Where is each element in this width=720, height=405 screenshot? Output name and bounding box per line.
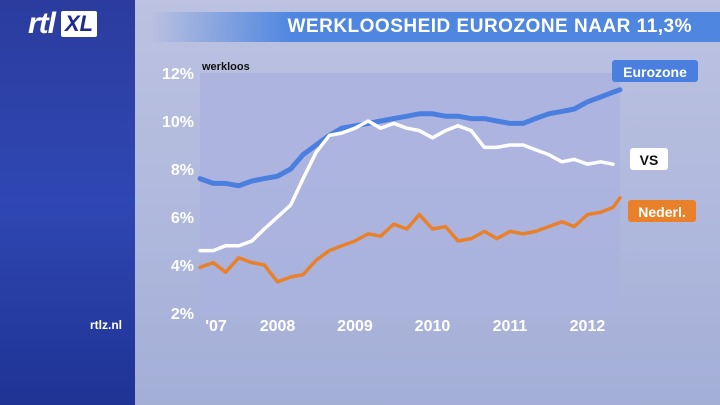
series-label-tag [628, 200, 696, 222]
series-line [197, 87, 623, 189]
source-label: rtlz.nl [90, 318, 122, 332]
logo-xl-text: XL [61, 11, 98, 37]
x-tick-label: 2012 [570, 318, 606, 335]
y-tick-label: 12% [162, 66, 194, 83]
x-tick-label: '07 [205, 318, 227, 335]
x-tick-label: 2011 [493, 318, 528, 335]
y-tick-label: 4% [171, 258, 194, 275]
series-label-text: Eurozone [623, 64, 687, 80]
rtlxl-logo: rtl XL [28, 6, 138, 42]
series-label-text: VS [640, 152, 659, 168]
series-line [198, 196, 622, 284]
x-tick-label: 2010 [415, 318, 451, 335]
plot-area [200, 73, 620, 313]
logo-rtl-text: rtl [28, 7, 56, 40]
headline-bar [150, 12, 720, 42]
series-label-tag [630, 148, 668, 170]
x-tick-label: 2008 [260, 318, 296, 335]
series-label-text: Nederl. [638, 204, 685, 220]
x-tick-label: 2009 [337, 318, 373, 335]
y-axis-label: werkloos [201, 61, 250, 73]
y-tick-label: 6% [171, 210, 194, 227]
y-tick-label: 10% [162, 114, 194, 131]
series-label-tag [612, 60, 698, 82]
headline: WERKLOOSHEID EUROZONE NAAR 11,3% [287, 16, 692, 37]
y-tick-label: 2% [171, 306, 194, 323]
series-line [198, 119, 615, 253]
y-tick-label: 8% [171, 162, 194, 179]
